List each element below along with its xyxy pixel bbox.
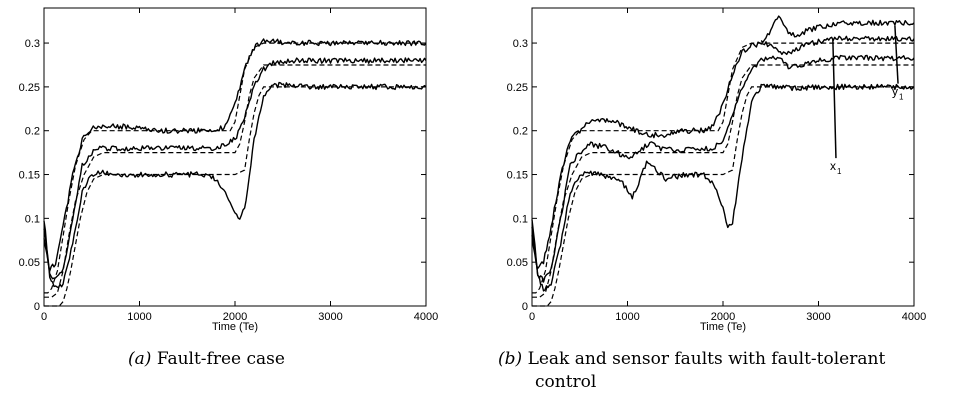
caption-b: (b) Leak and sensor faults with fault-to… xyxy=(498,348,964,394)
y-tick-label: 0.3 xyxy=(25,38,40,50)
caption-a-label: (a) xyxy=(128,349,152,369)
caption-b-label: (b) xyxy=(498,349,523,369)
caption-a: (a) Fault-free case xyxy=(128,348,428,371)
y-tick-label: 0.1 xyxy=(25,213,40,225)
y-tick-label: 0.05 xyxy=(507,257,528,269)
annotation-subscript: 1 xyxy=(837,167,842,176)
plot-frame xyxy=(43,7,427,307)
series-line-measured xyxy=(531,83,915,292)
series-line-reference xyxy=(532,64,914,298)
annotation-label: y xyxy=(892,85,898,99)
x-tick-label: 4000 xyxy=(902,311,926,323)
x-axis-label: Time (Te) xyxy=(212,321,258,333)
y-tick-label: 0.3 xyxy=(513,38,528,50)
series-line-measured xyxy=(43,81,427,289)
x-tick-label: 3000 xyxy=(806,311,830,323)
y-tick-label: 0 xyxy=(522,301,528,313)
series-line-measured xyxy=(760,15,915,44)
y-tick-label: 0.2 xyxy=(25,126,40,138)
x-tick-label: 4000 xyxy=(414,311,438,323)
y-tick-label: 0.25 xyxy=(19,82,40,94)
annotation-label: x xyxy=(830,159,836,173)
series-line-reference xyxy=(44,64,426,298)
chart-a: 0 0.05 0.1 0.15 0.2 0.25 0.3 0 1000 2000 3000 4000 T… xyxy=(19,7,438,333)
series-line-reference xyxy=(44,86,426,307)
x-tick-label: 2000 xyxy=(223,311,247,323)
caption-b-text: Leak and sensor faults with fault-tolera… xyxy=(527,349,886,369)
annotation-pointer xyxy=(832,38,837,159)
annotation-pointer xyxy=(894,25,899,84)
series-line-measured xyxy=(43,57,427,280)
x-tick-label: 3000 xyxy=(318,311,342,323)
series-line-measured xyxy=(531,54,915,283)
x-tick-label: 0 xyxy=(529,311,535,323)
x-tick-label: 1000 xyxy=(127,311,151,323)
series-line-measured xyxy=(43,38,427,272)
caption-b-text-cont: control xyxy=(535,371,597,392)
annotation-subscript: 1 xyxy=(899,93,904,102)
y-tick-label: 0 xyxy=(34,301,40,313)
y-tick-label: 0.15 xyxy=(507,170,528,182)
series-line-reference xyxy=(44,42,426,294)
y-tick-label: 0.2 xyxy=(513,126,528,138)
series-line-reference xyxy=(532,42,914,294)
series-line-reference xyxy=(532,86,914,307)
x-tick-label: 2000 xyxy=(711,311,735,323)
x-tick-label: 1000 xyxy=(615,311,639,323)
y-tick-label: 0.25 xyxy=(507,82,528,94)
y-tick-label: 0.1 xyxy=(513,213,528,225)
x-axis-label: Time (Te) xyxy=(700,321,746,333)
caption-a-text: Fault-free case xyxy=(156,349,285,369)
series-line-measured xyxy=(531,35,915,270)
y-tick-label: 0.15 xyxy=(19,170,40,182)
y-tick-label: 0.05 xyxy=(19,257,40,269)
chart-b: 0 0.05 0.1 0.15 0.2 0.25 0.3 0 1000 2000 3000 4000 T… xyxy=(507,7,926,333)
plot-frame xyxy=(531,7,915,307)
x-tick-label: 0 xyxy=(41,311,47,323)
